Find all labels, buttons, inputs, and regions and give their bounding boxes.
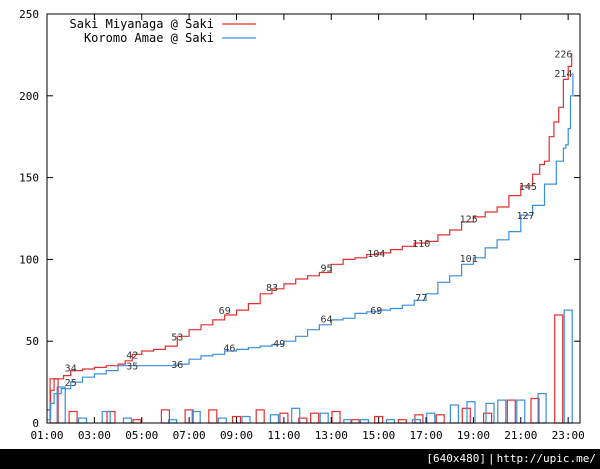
legend-label-1: Koromo Amae @ Saki xyxy=(84,31,214,45)
x-tick-label-5: 11:00 xyxy=(267,429,300,442)
series-1-label-3: 46 xyxy=(223,344,235,355)
y-tick-label-1: 50 xyxy=(26,335,39,348)
x-tick-label-11: 23:00 xyxy=(552,429,585,442)
x-tick-label-4: 09:00 xyxy=(220,429,253,442)
series-0-label-2: 53 xyxy=(171,332,183,343)
series-1-label-10: 214 xyxy=(554,69,572,80)
x-tick-label-7: 15:00 xyxy=(362,429,395,442)
x-tick-label-8: 17:00 xyxy=(409,429,442,442)
series-0-label-9: 145 xyxy=(519,182,537,193)
y-tick-label-4: 200 xyxy=(19,90,39,103)
x-tick-label-10: 21:00 xyxy=(504,429,537,442)
x-tick-label-3: 07:00 xyxy=(173,429,206,442)
series-0-label-6: 104 xyxy=(367,249,385,260)
cumulative-lines xyxy=(47,53,574,421)
y-tick-label-5: 250 xyxy=(19,8,39,21)
series-1-line xyxy=(47,72,574,421)
plot-frame xyxy=(46,13,581,424)
series-0-label-10: 226 xyxy=(554,49,572,60)
data-labels: 34 42 53 69 83 95 104 110 125 145 226 25 35 36 46 49 64 6… xyxy=(65,49,573,389)
series-0-label-5: 95 xyxy=(320,264,332,275)
series-0-label-3: 69 xyxy=(219,306,231,317)
footer-watermark: [640x480] | http://upic.me/ xyxy=(426,449,596,469)
series-0-label-4: 83 xyxy=(266,283,278,294)
series-0-label-1: 42 xyxy=(126,350,138,361)
line-chart: 34 42 53 69 83 95 104 110 125 145 226 25 35 36 46 49 64 6… xyxy=(0,0,600,449)
x-tick-label-1: 03:00 xyxy=(78,429,111,442)
x-tick-label-2: 05:00 xyxy=(125,429,158,442)
series-1-label-7: 77 xyxy=(415,293,427,304)
x-tick-label-0: 01:00 xyxy=(30,429,63,442)
series-1-label-9: 127 xyxy=(516,211,534,222)
series-1-label-8: 101 xyxy=(460,254,478,265)
y-tick-label-0: 0 xyxy=(32,417,39,430)
series-0-label-8: 125 xyxy=(460,215,478,226)
series-1-label-4: 49 xyxy=(273,339,285,350)
y-tick-label-3: 150 xyxy=(19,172,39,185)
series-1-label-0: 25 xyxy=(65,378,77,389)
x-tick-label-6: 13:00 xyxy=(315,429,348,442)
site-url-text: http://upic.me/ xyxy=(496,452,596,465)
legend-label-0: Saki Miyanaga @ Saki xyxy=(70,17,215,31)
x-tick-label-9: 19:00 xyxy=(457,429,490,442)
series-0-label-7: 110 xyxy=(412,239,430,250)
series-1-label-1: 35 xyxy=(126,362,138,373)
series-1-label-6: 69 xyxy=(370,306,382,317)
series-0-label-0: 34 xyxy=(65,363,77,374)
series-1-label-2: 36 xyxy=(171,360,183,371)
separator: | xyxy=(488,452,495,465)
series-0-line xyxy=(47,53,573,411)
axes: 0 50 100 150 200 250 01:00 03:00 05:00 07:00 09:00… xyxy=(19,8,585,442)
resolution-text: [640x480] xyxy=(426,452,487,465)
y-tick-label-2: 100 xyxy=(19,253,39,266)
series-1-label-5: 64 xyxy=(320,314,332,325)
